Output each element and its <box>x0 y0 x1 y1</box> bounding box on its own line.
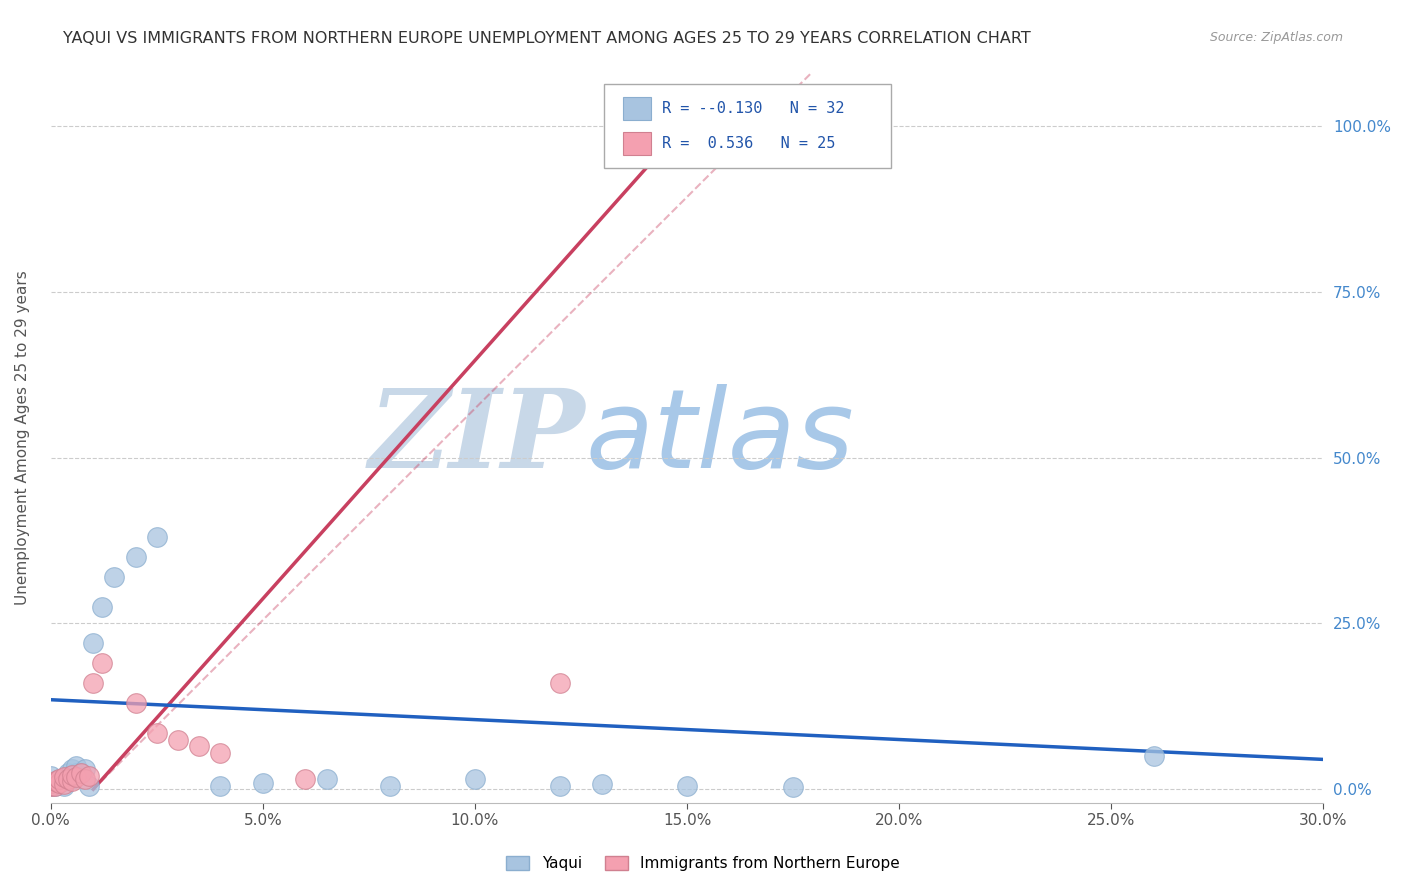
Point <box>48 772 70 787</box>
Point <box>44 775 66 789</box>
Point <box>60 772 83 787</box>
Point <box>77 769 100 783</box>
Point <box>69 765 91 780</box>
Point <box>56 765 79 780</box>
Point <box>65 770 87 784</box>
Point <box>56 772 79 787</box>
Point <box>39 779 62 793</box>
Point <box>39 769 62 783</box>
Point <box>52 779 75 793</box>
Point <box>52 777 75 791</box>
Point <box>52 772 75 787</box>
Point <box>378 779 401 793</box>
Point <box>73 763 96 777</box>
Point <box>103 570 125 584</box>
Point <box>464 772 486 787</box>
Point <box>124 696 146 710</box>
Point <box>209 779 232 793</box>
Point <box>209 746 232 760</box>
Legend: Yaqui, Immigrants from Northern Europe: Yaqui, Immigrants from Northern Europe <box>501 850 905 877</box>
Y-axis label: Unemployment Among Ages 25 to 29 years: Unemployment Among Ages 25 to 29 years <box>15 270 30 605</box>
Point <box>44 779 66 793</box>
Point <box>39 775 62 789</box>
Text: atlas: atlas <box>585 384 853 491</box>
Point <box>77 779 100 793</box>
Text: R = --0.130   N = 32: R = --0.130 N = 32 <box>662 101 844 116</box>
Point <box>39 779 62 793</box>
FancyBboxPatch shape <box>605 84 890 168</box>
Text: YAQUI VS IMMIGRANTS FROM NORTHERN EUROPE UNEMPLOYMENT AMONG AGES 25 TO 29 YEARS : YAQUI VS IMMIGRANTS FROM NORTHERN EUROPE… <box>63 31 1031 46</box>
Point <box>82 676 104 690</box>
Point <box>315 772 337 787</box>
Point <box>48 775 70 789</box>
Point <box>82 636 104 650</box>
Point <box>60 763 83 777</box>
Text: Source: ZipAtlas.com: Source: ZipAtlas.com <box>1209 31 1343 45</box>
Point <box>48 772 70 787</box>
Point <box>294 772 316 787</box>
Point <box>44 779 66 793</box>
Text: ZIP: ZIP <box>368 384 585 491</box>
Point <box>146 530 169 544</box>
FancyBboxPatch shape <box>623 97 651 120</box>
Point <box>167 732 190 747</box>
Point <box>782 780 804 795</box>
Text: R =  0.536   N = 25: R = 0.536 N = 25 <box>662 136 835 152</box>
Point <box>52 770 75 784</box>
Point <box>48 775 70 789</box>
Point <box>548 779 571 793</box>
Point <box>676 779 699 793</box>
Point <box>65 765 87 780</box>
Point <box>1142 749 1164 764</box>
Point <box>69 765 91 780</box>
Point <box>124 550 146 565</box>
Point <box>90 657 112 671</box>
Point <box>591 777 613 791</box>
Point <box>655 139 678 153</box>
Point <box>65 759 87 773</box>
Point <box>60 767 83 781</box>
Point <box>90 599 112 614</box>
Point <box>252 775 274 789</box>
Point <box>146 726 169 740</box>
Point <box>73 772 96 787</box>
FancyBboxPatch shape <box>623 132 651 155</box>
Point <box>60 774 83 789</box>
Point <box>188 739 211 753</box>
Point <box>548 676 571 690</box>
Point <box>56 769 79 783</box>
Point <box>44 774 66 789</box>
